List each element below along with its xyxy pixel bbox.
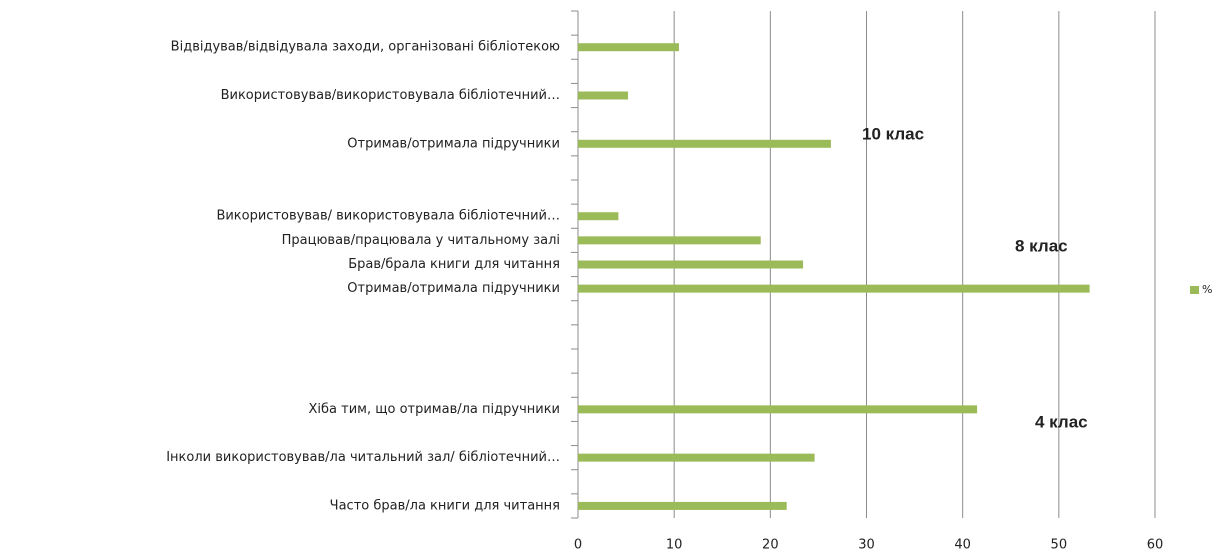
x-tick-label: 10: [666, 538, 683, 553]
bar: [578, 91, 629, 100]
bar: [578, 260, 804, 269]
annotation: 10 клас: [862, 124, 924, 143]
bar: [578, 236, 761, 245]
legend-label: %: [1202, 283, 1212, 296]
x-tick-label: 20: [762, 538, 779, 553]
legend-swatch: [1190, 286, 1199, 294]
x-tick-label: 0: [574, 538, 582, 553]
x-tick-label: 30: [858, 538, 875, 553]
annotation: 4 клас: [1035, 412, 1088, 431]
y-tick-label: Відвідував/відвідувала заходи, організов…: [171, 40, 560, 55]
annotation: 8 клас: [1015, 236, 1068, 255]
y-tick-label: Працював/працювала у читальному залі: [282, 233, 560, 248]
x-tick-label: 60: [1147, 538, 1164, 553]
y-tick-label: Часто брав/ла книги для читання: [330, 498, 560, 513]
bar: [578, 43, 679, 52]
y-tick-label: Використовував/ використовувала бібліоте…: [216, 209, 560, 224]
y-tick-label: Інколи використовував/ла читальний зал/ …: [166, 450, 560, 465]
bar: [578, 501, 787, 510]
bar: [578, 405, 978, 414]
y-tick-label: Отримав/отримала підручники: [347, 136, 560, 151]
y-tick-label: Хіба тим, що отримав/ла підручники: [309, 402, 560, 417]
bar: [578, 453, 815, 462]
x-tick-label: 40: [954, 538, 971, 553]
x-tick-label: 50: [1051, 538, 1068, 553]
bar: [578, 139, 831, 148]
y-tick-label: Брав/брала книги для читання: [348, 257, 560, 272]
y-tick-label: Використовував/використовувала бібліотеч…: [221, 88, 560, 103]
bar: [578, 284, 1090, 293]
y-tick-label: Отримав/отримала підручники: [347, 281, 560, 296]
bar: [578, 212, 619, 221]
